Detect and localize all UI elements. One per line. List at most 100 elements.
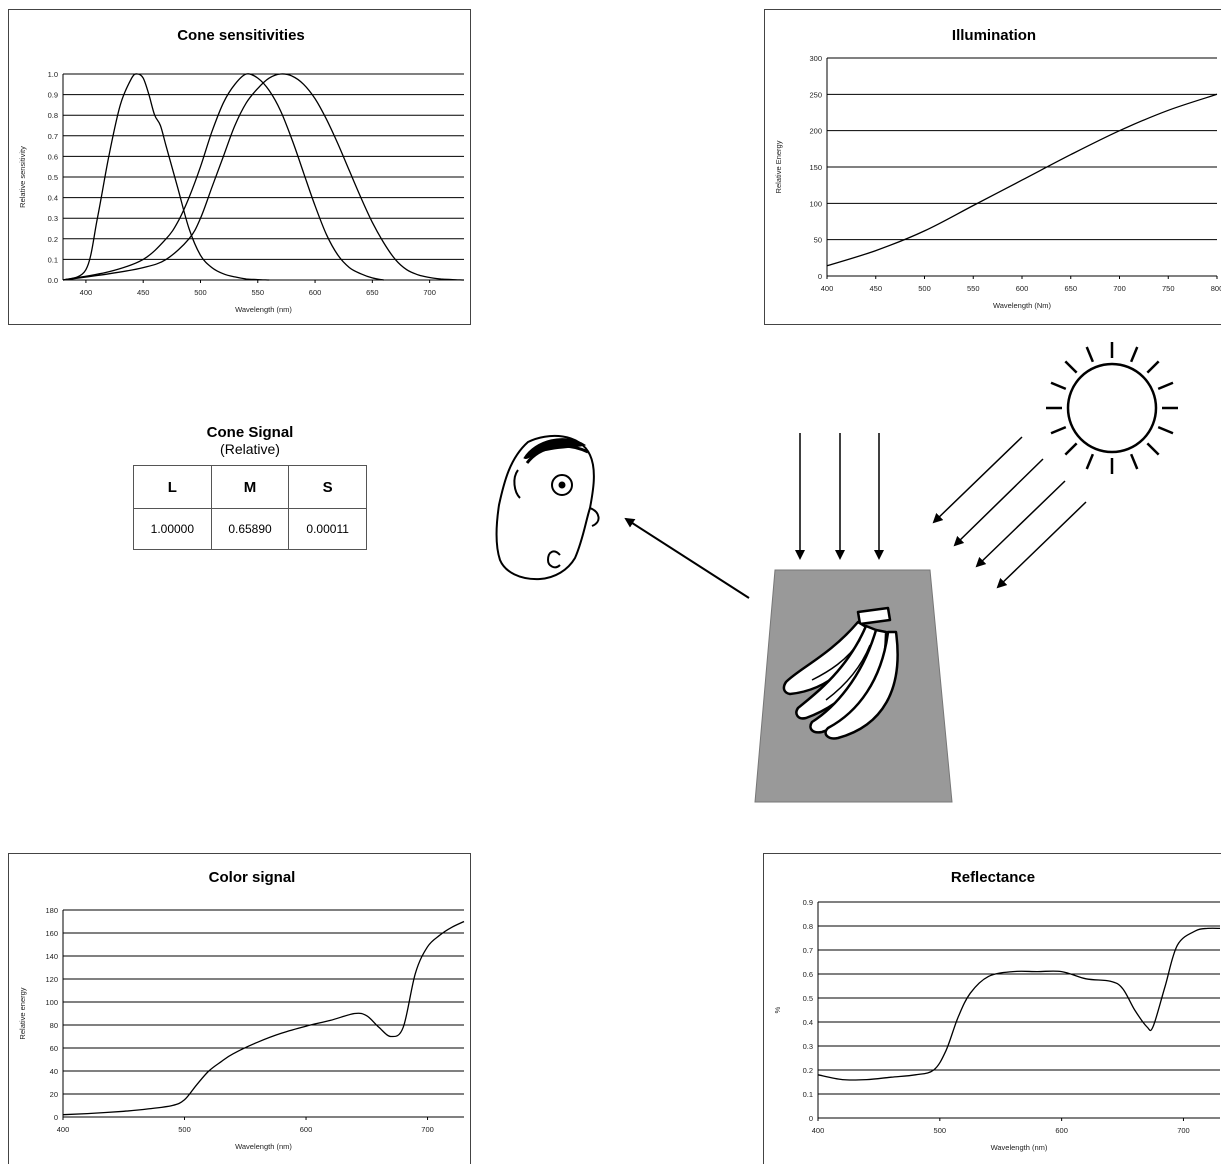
y-tick-label: 160 [45, 929, 58, 938]
chart-title: Color signal [209, 869, 296, 886]
sun-ray [1157, 381, 1174, 391]
cone-signal-title: Cone Signal [206, 424, 294, 441]
series-line-2 [62, 73, 384, 281]
y-tick-label: 20 [50, 1090, 58, 1099]
y-tick-label: 0.2 [803, 1066, 813, 1075]
sun-ray [1146, 442, 1160, 456]
x-tick-label: 700 [423, 288, 436, 297]
light-arrows-vertical [795, 433, 884, 560]
x-tick-label: 700 [421, 1125, 434, 1134]
y-tick-label: 0.1 [803, 1090, 813, 1099]
y-tick-label: 0 [809, 1114, 813, 1123]
y-tick-label: 0.8 [48, 111, 58, 120]
y-axis-label: Relative Energy [774, 140, 783, 193]
cone-signal-subtitle: (Relative) [220, 441, 280, 457]
chart-title: Cone sensitivities [177, 27, 305, 44]
value-s: 0.00011 [288, 508, 367, 550]
y-tick-label: 0.8 [803, 922, 813, 931]
series-line-1 [62, 73, 270, 281]
x-tick-label: 400 [80, 288, 93, 297]
table-row: 1.00000 0.65890 0.00011 [133, 508, 367, 550]
sun-ray [1129, 346, 1139, 363]
y-tick-label: 80 [50, 1021, 58, 1030]
y-tick-label: 300 [809, 54, 822, 63]
y-tick-label: 0.3 [803, 1042, 813, 1051]
x-tick-label: 650 [1064, 284, 1077, 293]
y-axis-label: Relative energy [18, 987, 27, 1039]
x-tick-label: 500 [918, 284, 931, 293]
x-tick-label: 700 [1177, 1126, 1190, 1135]
x-tick-label: 800 [1211, 284, 1221, 293]
table-header-row: L M S [133, 465, 367, 509]
surface-trapezoid [754, 569, 953, 803]
y-tick-label: 150 [809, 163, 822, 172]
sun-icon [1046, 342, 1178, 474]
y-tick-label: 120 [45, 975, 58, 984]
y-tick-label: 0.0 [48, 276, 58, 285]
sun-ray [1050, 425, 1067, 435]
sun-ray [1050, 381, 1067, 391]
x-tick-label: 400 [812, 1126, 825, 1135]
x-axis-label: Wavelength (nm) [235, 1142, 292, 1151]
x-tick-label: 750 [1162, 284, 1175, 293]
x-tick-label: 550 [252, 288, 265, 297]
sun-ray [1146, 360, 1160, 374]
x-axis-label: Wavelength (nm) [991, 1143, 1048, 1152]
y-tick-label: 60 [50, 1044, 58, 1053]
y-tick-label: 0.3 [48, 214, 58, 223]
y-tick-label: 250 [809, 90, 822, 99]
y-tick-label: 0.4 [803, 1018, 813, 1027]
cone-signal-table: L M S 1.00000 0.65890 0.00011 [133, 465, 367, 550]
x-tick-label: 500 [178, 1125, 191, 1134]
x-tick-label: 600 [1016, 284, 1029, 293]
y-tick-label: 200 [809, 127, 822, 136]
x-tick-label: 600 [300, 1125, 313, 1134]
y-axis-label: Relative sensitivity [18, 146, 27, 208]
y-tick-label: 0.9 [48, 91, 58, 100]
x-tick-label: 450 [137, 288, 150, 297]
sun-ray [1085, 346, 1095, 363]
y-tick-label: 0.9 [803, 898, 813, 907]
header-m: M [210, 465, 290, 509]
x-tick-label: 500 [934, 1126, 947, 1135]
x-tick-label: 400 [57, 1125, 70, 1134]
y-tick-label: 100 [45, 998, 58, 1007]
y-tick-label: 140 [45, 952, 58, 961]
series-line-1 [826, 93, 1218, 267]
y-tick-label: 0 [54, 1113, 58, 1122]
header-l: L [133, 465, 212, 509]
reflection-arrow [624, 517, 750, 599]
sun-ray [1129, 453, 1139, 470]
y-axis-label: % [773, 1006, 782, 1013]
chart-title: Reflectance [951, 869, 1035, 886]
header-s: S [288, 465, 367, 509]
series-line-3 [62, 73, 465, 281]
series-line-1 [62, 920, 465, 1116]
x-tick-label: 400 [821, 284, 834, 293]
y-tick-label: 0.6 [48, 152, 58, 161]
illumination-plot: Illumination 0 50 100 150 200 250 300 400 450 500 5… [774, 27, 1221, 310]
x-tick-label: 450 [869, 284, 882, 293]
illumination-chart: Illumination 0 50 100 150 200 250 300 400 450 500 5… [764, 9, 1221, 325]
y-tick-label: 0.5 [803, 994, 813, 1003]
x-axis-label: Wavelength (Nm) [993, 301, 1052, 310]
x-tick-label: 500 [194, 288, 207, 297]
y-tick-label: 0.5 [48, 173, 58, 182]
color-signal-chart: Color signal 0 20 40 60 80 100 120 140 160 180 400 5… [8, 853, 471, 1164]
value-m: 0.65890 [210, 508, 290, 550]
color-signal-plot: Color signal 0 20 40 60 80 100 120 140 160 180 400 5… [18, 869, 465, 1151]
x-axis-label: Wavelength (nm) [235, 305, 292, 314]
x-tick-label: 550 [967, 284, 980, 293]
y-tick-label: 0 [818, 272, 822, 281]
y-tick-label: 50 [814, 236, 822, 245]
reflectance-plot: Reflectance 0 0.1 0.2 0.3 0.4 0.5 0.6 0.7 0.8 0.9 4… [773, 869, 1221, 1152]
y-tick-label: 100 [809, 199, 822, 208]
x-tick-label: 600 [309, 288, 322, 297]
face-icon [495, 435, 600, 581]
sun-ray [1064, 442, 1078, 456]
y-tick-label: 180 [45, 906, 58, 915]
reflectance-chart: Reflectance 0 0.1 0.2 0.3 0.4 0.5 0.6 0.7 0.8 0.9 4… [763, 853, 1221, 1164]
y-tick-label: 0.4 [48, 194, 58, 203]
y-tick-label: 0.2 [48, 235, 58, 244]
sun-ray [1157, 425, 1174, 435]
